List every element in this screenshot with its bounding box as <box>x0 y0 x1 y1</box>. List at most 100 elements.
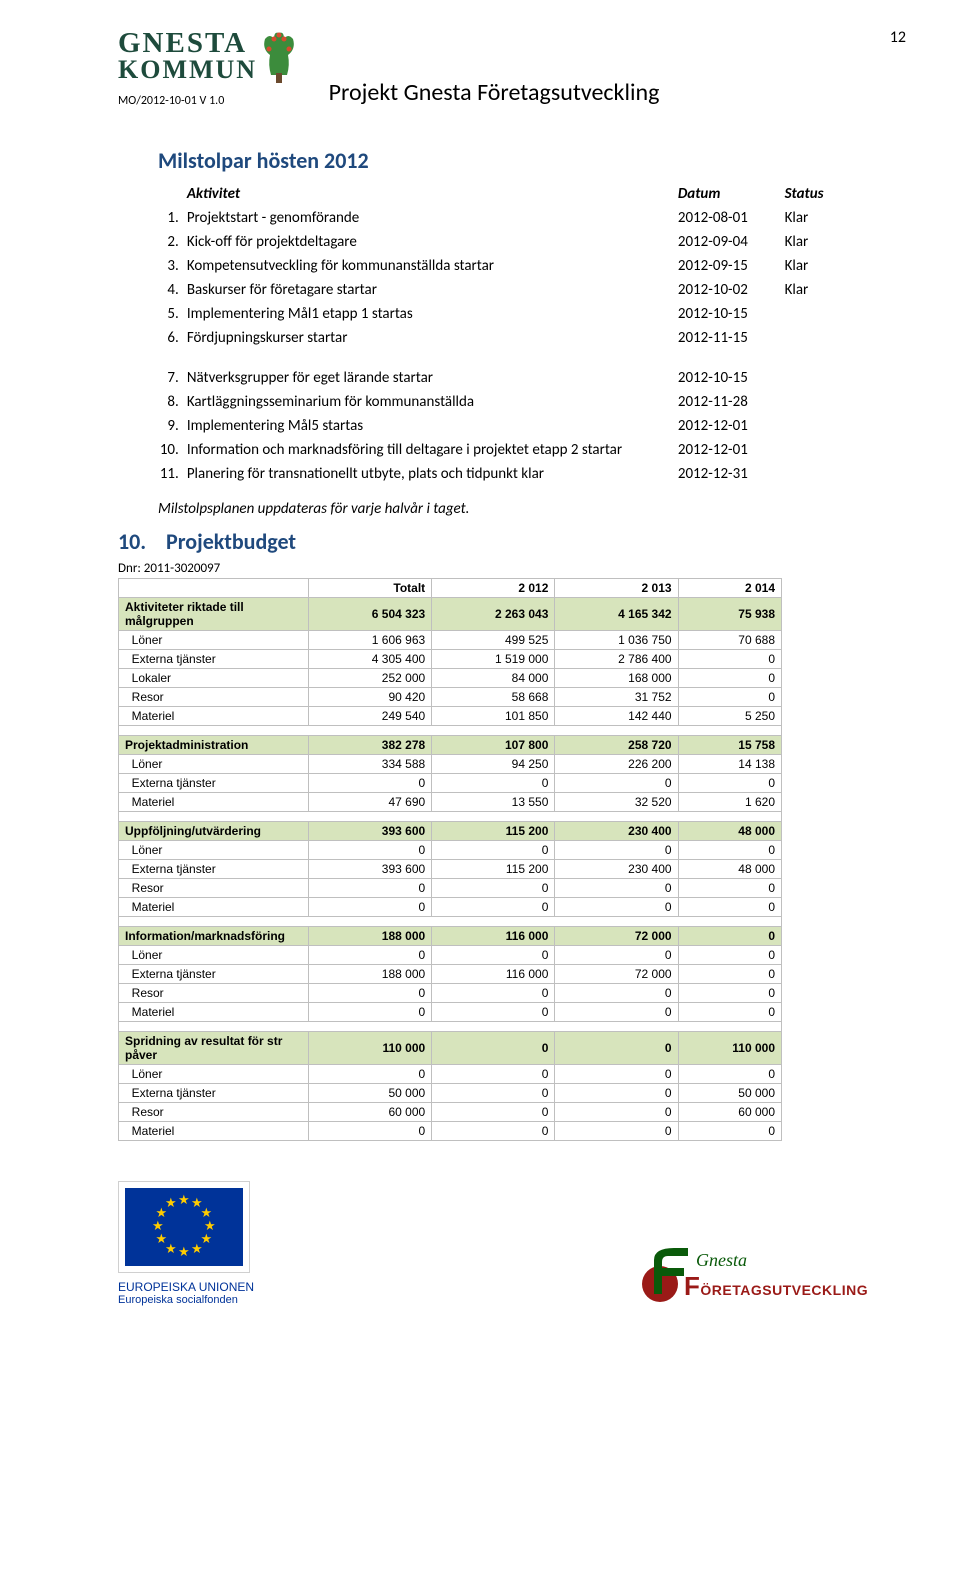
budget-row: Resor0000 <box>119 984 782 1003</box>
row-date: 2012-10-15 <box>678 366 785 390</box>
budget-row: Externa tjänster4 305 4001 519 0002 786 … <box>119 650 782 669</box>
row-val: 0 <box>309 946 432 965</box>
table-row: 2.Kick-off för projektdeltagare2012-09-0… <box>158 230 870 254</box>
row-activity: Fördjupningskurser startar <box>187 326 678 350</box>
budget-row: Löner1 606 963499 5251 036 75070 688 <box>119 631 782 650</box>
row-val: 5 250 <box>678 707 781 726</box>
row-val: 0 <box>432 1122 555 1141</box>
row-activity: Implementering Mål5 startas <box>187 414 678 438</box>
row-activity: Kick-off för projektdeltagare <box>187 230 678 254</box>
cat-val: 4 165 342 <box>555 598 678 631</box>
budget-row: Löner0000 <box>119 841 782 860</box>
row-activity: Baskurser för företagare startar <box>187 278 678 302</box>
row-val: 50 000 <box>309 1084 432 1103</box>
row-val: 0 <box>309 984 432 1003</box>
table-row: 8.Kartläggningsseminarium för kommunanst… <box>158 390 870 414</box>
page-number: 12 <box>890 28 906 47</box>
row-val: 0 <box>678 841 781 860</box>
cat-val: 0 <box>432 1032 555 1065</box>
row-status <box>785 414 870 438</box>
budget-category-row: Information/marknadsföring188 000116 000… <box>119 927 782 946</box>
row-val: 0 <box>678 879 781 898</box>
row-val: 115 200 <box>432 860 555 879</box>
row-val: 0 <box>555 1084 678 1103</box>
budget-row: Lokaler252 00084 000168 0000 <box>119 669 782 688</box>
row-val: 249 540 <box>309 707 432 726</box>
row-val: 0 <box>432 1084 555 1103</box>
row-status <box>785 462 870 486</box>
row-val: 0 <box>678 1122 781 1141</box>
row-label: Löner <box>119 631 309 650</box>
row-val: 0 <box>309 879 432 898</box>
row-val: 1 036 750 <box>555 631 678 650</box>
budget-category-row: Projektadministration382 278107 800258 7… <box>119 736 782 755</box>
row-val: 0 <box>678 669 781 688</box>
row-val: 0 <box>555 879 678 898</box>
row-status <box>785 390 870 414</box>
row-status <box>785 366 870 390</box>
row-val: 60 000 <box>678 1103 781 1122</box>
budget-col-1: Totalt <box>309 579 432 598</box>
star-icon: ★ <box>178 1193 190 1208</box>
budget-spacer <box>119 1022 782 1032</box>
row-activity: Information och marknadsföring till delt… <box>187 438 678 462</box>
row-val: 0 <box>678 965 781 984</box>
row-date: 2012-10-02 <box>678 278 785 302</box>
logo-text-line2: KOMMUN <box>118 58 257 83</box>
row-label: Externa tjänster <box>119 774 309 793</box>
row-val: 0 <box>432 1103 555 1122</box>
row-date: 2012-11-28 <box>678 390 785 414</box>
budget-spacer <box>119 726 782 736</box>
star-icon: ★ <box>152 1219 164 1234</box>
row-val: 0 <box>555 946 678 965</box>
budget-row: Materiel47 69013 55032 5201 620 <box>119 793 782 812</box>
row-val: 0 <box>309 774 432 793</box>
row-val: 48 000 <box>678 860 781 879</box>
budget-table: Totalt 2 012 2 013 2 014 Aktiviteter rik… <box>118 578 782 1141</box>
row-val: 0 <box>555 841 678 860</box>
budget-col-0 <box>119 579 309 598</box>
fu-line2-initial: F <box>684 1271 700 1301</box>
row-status: Klar <box>785 206 870 230</box>
row-val: 1 620 <box>678 793 781 812</box>
budget-row: Resor90 42058 66831 7520 <box>119 688 782 707</box>
star-icon: ★ <box>191 1242 203 1257</box>
section-number: 10. <box>118 528 166 555</box>
cat-val: 116 000 <box>432 927 555 946</box>
cat-val: 393 600 <box>309 822 432 841</box>
row-val: 0 <box>678 898 781 917</box>
milestones-header-row: Aktivitet Datum Status <box>158 182 870 206</box>
row-val: 14 138 <box>678 755 781 774</box>
row-val: 0 <box>309 1065 432 1084</box>
row-number: 5. <box>158 302 187 326</box>
row-date: 2012-11-15 <box>678 326 785 350</box>
row-val: 60 000 <box>309 1103 432 1122</box>
cat-val: 72 000 <box>555 927 678 946</box>
milestones-heading: Milstolpar hösten 2012 <box>158 147 870 174</box>
row-number: 1. <box>158 206 187 230</box>
footer: ★★★★★★★★★★★★ EUROPEISKA UNIONEN Europeis… <box>118 1181 870 1306</box>
row-val: 0 <box>678 984 781 1003</box>
row-val: 0 <box>432 1065 555 1084</box>
cat-val: 107 800 <box>432 736 555 755</box>
budget-row: Materiel0000 <box>119 1003 782 1022</box>
row-label: Resor <box>119 879 309 898</box>
row-val: 4 305 400 <box>309 650 432 669</box>
eu-logo-block: ★★★★★★★★★★★★ EUROPEISKA UNIONEN Europeis… <box>118 1181 254 1306</box>
cat-label: Information/marknadsföring <box>119 927 309 946</box>
row-activity: Nätverksgrupper för eget lärande startar <box>187 366 678 390</box>
row-val: 230 400 <box>555 860 678 879</box>
row-val: 334 588 <box>309 755 432 774</box>
eu-flag-icon: ★★★★★★★★★★★★ <box>125 1188 243 1266</box>
row-val: 0 <box>555 898 678 917</box>
row-number: 4. <box>158 278 187 302</box>
row-val: 0 <box>555 1003 678 1022</box>
cat-val: 48 000 <box>678 822 781 841</box>
row-number: 2. <box>158 230 187 254</box>
cat-val: 0 <box>678 927 781 946</box>
row-val: 1 519 000 <box>432 650 555 669</box>
col-status: Status <box>785 182 870 206</box>
row-val: 0 <box>678 650 781 669</box>
row-date: 2012-12-01 <box>678 438 785 462</box>
row-val: 0 <box>309 898 432 917</box>
